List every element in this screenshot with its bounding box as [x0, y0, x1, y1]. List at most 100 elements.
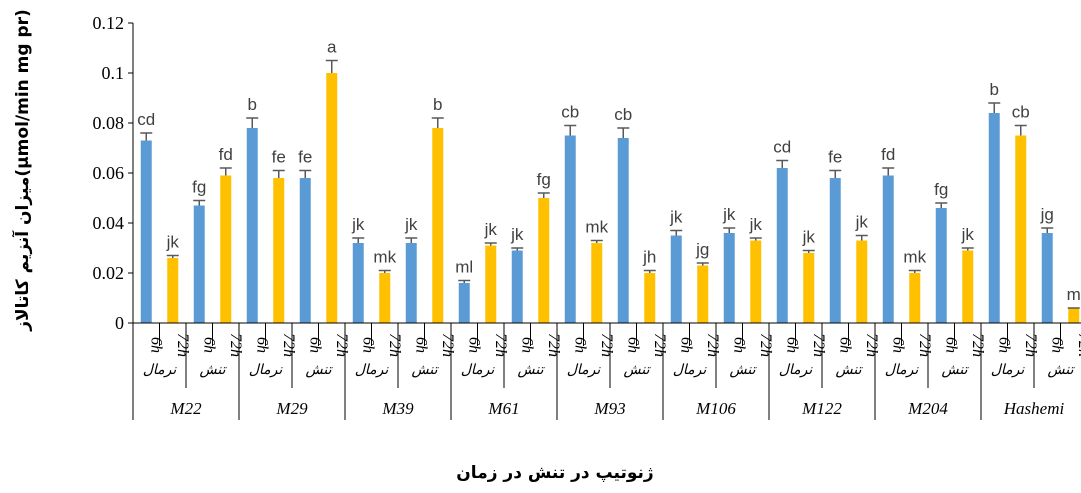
time-label: 72h — [651, 333, 668, 357]
data-label: mk — [373, 248, 396, 267]
bar-Hashemi-3 — [1068, 308, 1080, 323]
bar-M93-3 — [644, 273, 656, 323]
data-label: cd — [137, 110, 155, 129]
time-label: 72h — [704, 333, 721, 357]
data-label: jg — [695, 240, 709, 259]
bar-M106-3 — [750, 240, 762, 323]
genotype-label: M204 — [907, 399, 948, 418]
condition-label: تنش — [1048, 362, 1076, 378]
bar-M122-1 — [803, 253, 815, 323]
bar-Hashemi-2 — [1041, 233, 1053, 323]
bar-M39-3 — [432, 128, 444, 323]
data-label: fg — [192, 178, 206, 197]
time-label: 6h — [412, 337, 429, 353]
condition-label: نرمال — [885, 362, 920, 378]
condition-label: تنش — [306, 362, 334, 378]
time-label: 6h — [359, 337, 376, 353]
bar-M22-3 — [220, 175, 232, 323]
x-axis: 6h 72h 6h 72h 6h 72h 6h 72h 6h 72h 6h 72h 6h 72h 6h 72h… — [132, 322, 1081, 420]
time-label: 6h — [571, 337, 588, 353]
data-label: jk — [404, 215, 418, 234]
time-label: 72h — [757, 333, 774, 357]
genotype-label: M29 — [275, 399, 308, 418]
condition-label: تنش — [624, 362, 652, 378]
data-label: jk — [510, 225, 524, 244]
data-label: fe — [272, 148, 286, 167]
data-label: fd — [881, 145, 895, 164]
data-label: b — [990, 80, 999, 99]
time-label: 72h — [598, 333, 615, 357]
genotype-label: M122 — [801, 399, 842, 418]
bar-M106-0 — [670, 235, 682, 323]
data-label: b — [433, 95, 442, 114]
bar-M106-1 — [697, 265, 709, 323]
time-label: 6h — [889, 337, 906, 353]
bar-M22-1 — [167, 258, 179, 323]
genotype-label: M22 — [169, 399, 202, 418]
bar-M204-0 — [882, 175, 894, 323]
data-label: jk — [961, 225, 975, 244]
bar-M61-3 — [538, 198, 550, 323]
condition-label: نرمال — [143, 362, 178, 378]
data-label: jk — [351, 215, 365, 234]
bar-M22-2 — [193, 205, 205, 323]
data-label: cb — [1012, 103, 1030, 122]
time-label: 6h — [730, 337, 747, 353]
bar-M39-0 — [352, 243, 364, 323]
bar-M122-3 — [856, 240, 868, 323]
data-label: mk — [903, 248, 926, 267]
bar-M61-0 — [458, 283, 470, 323]
condition-label: نرمال — [355, 362, 390, 378]
bar-M61-2 — [511, 250, 523, 323]
time-label: 6h — [1048, 337, 1065, 353]
genotype-label: M61 — [487, 399, 519, 418]
time-label: 72h — [969, 333, 986, 357]
time-label: 6h — [253, 337, 270, 353]
time-label: 6h — [942, 337, 959, 353]
time-label: 6h — [465, 337, 482, 353]
bar-M122-0 — [776, 168, 788, 323]
x-axis-title: ژنوتیپ در تنش در زمان — [456, 463, 653, 483]
data-label: fe — [828, 148, 842, 167]
genotype-label: Hashemi — [1003, 399, 1065, 418]
bar-M29-2 — [299, 178, 311, 323]
condition-label: نرمال — [779, 362, 814, 378]
bar-M106-2 — [723, 233, 735, 323]
time-label: 6h — [836, 337, 853, 353]
y-tick-label: 0.04 — [93, 213, 125, 233]
condition-label: نرمال — [249, 362, 284, 378]
condition-label: نرمال — [991, 362, 1026, 378]
time-label: 72h — [1075, 333, 1081, 357]
time-label: 72h — [492, 333, 509, 357]
y-tick-label: 0.08 — [93, 113, 125, 133]
bar-Hashemi-0 — [988, 113, 1000, 323]
data-label: jk — [669, 208, 683, 227]
data-label: jh — [642, 248, 656, 267]
y-tick-label: 0.02 — [93, 263, 125, 283]
time-label: 72h — [174, 333, 191, 357]
data-label: cd — [773, 138, 791, 157]
data-label: ml — [455, 258, 473, 277]
condition-label: تنش — [942, 362, 970, 378]
data-label: jk — [802, 228, 816, 247]
data-label: jk — [722, 205, 736, 224]
data-label: jk — [166, 233, 180, 252]
condition-label: نرمال — [461, 362, 496, 378]
genotype-label: M39 — [381, 399, 414, 418]
bar-M39-1 — [379, 273, 391, 323]
genotype-label: M106 — [695, 399, 736, 418]
time-label: 72h — [333, 333, 350, 357]
condition-label: تنش — [412, 362, 440, 378]
condition-label: تنش — [730, 362, 758, 378]
time-label: 6h — [995, 337, 1012, 353]
bar-M22-0 — [140, 140, 152, 323]
condition-label: نرمال — [673, 362, 708, 378]
data-label: mk — [585, 218, 608, 237]
time-label: 72h — [386, 333, 403, 357]
bar-M204-3 — [962, 250, 974, 323]
y-tick-label: 0.06 — [93, 163, 125, 183]
bar-M204-2 — [935, 208, 947, 323]
data-label: fg — [934, 180, 948, 199]
